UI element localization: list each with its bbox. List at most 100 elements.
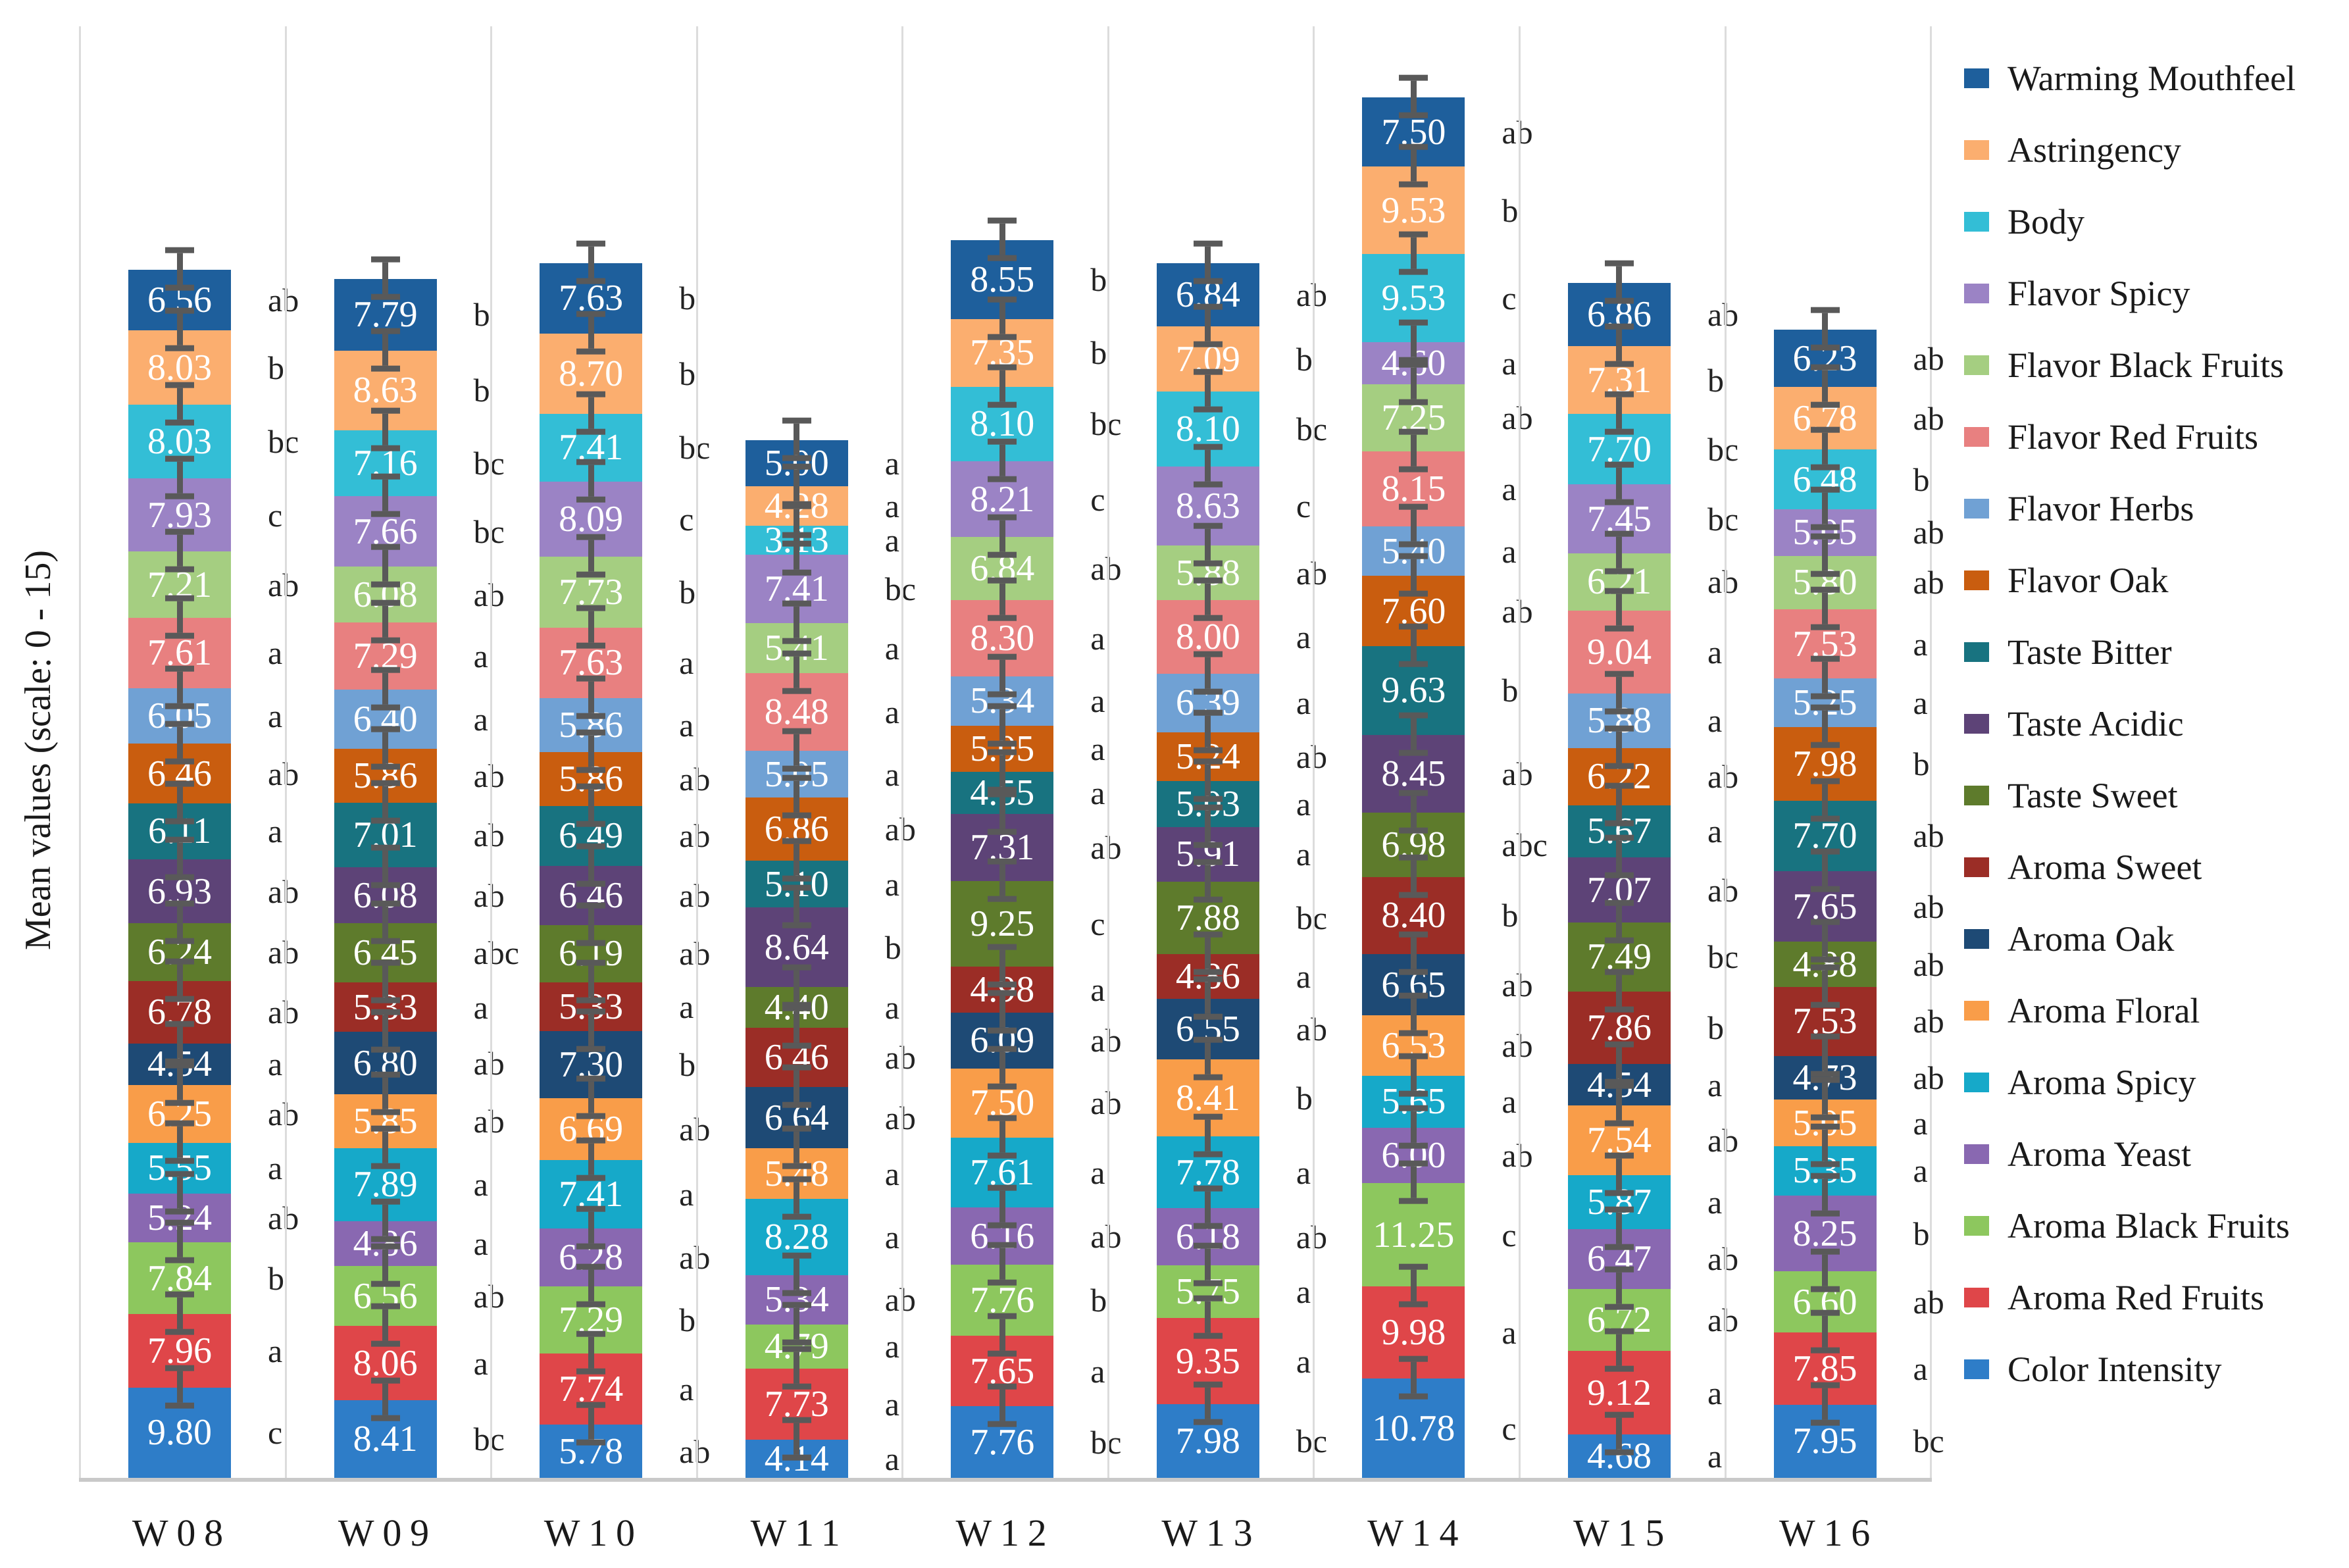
error-bar-stem xyxy=(588,1269,594,1302)
legend-item: Flavor Spicy xyxy=(1964,273,2296,314)
segment-value-label: 8.06 xyxy=(353,1342,418,1384)
error-bar xyxy=(370,256,400,300)
error-bar xyxy=(370,844,400,888)
error-bar-stem xyxy=(1205,449,1211,482)
error-bar-stem xyxy=(176,906,183,938)
error-bar xyxy=(165,665,194,709)
significance-letter: c xyxy=(1502,1409,1517,1447)
significance-letter: a xyxy=(1913,1350,1928,1387)
error-bar-cap xyxy=(576,1205,606,1212)
error-bar xyxy=(988,364,1017,408)
error-bar xyxy=(1810,533,1840,577)
significance-letter: b xyxy=(679,355,696,392)
significance-letter: a xyxy=(884,989,899,1026)
error-bar-stem xyxy=(588,735,594,767)
error-bar-stem xyxy=(1822,710,1828,742)
significance-letter: ab xyxy=(1913,817,1944,855)
error-bar-cap xyxy=(1193,368,1223,375)
significance-letter: a xyxy=(679,1175,694,1213)
error-bar-cap xyxy=(370,473,400,480)
error-bar-cap xyxy=(165,721,194,727)
error-bar-stem xyxy=(1205,937,1211,969)
error-bar-cap xyxy=(1399,623,1428,630)
significance-letter: a xyxy=(1707,1438,1723,1475)
error-bar xyxy=(165,836,194,880)
bar-segment: 8.64 b xyxy=(745,885,901,988)
segment-value-label: 8.03 xyxy=(147,347,212,388)
error-bar xyxy=(165,780,194,824)
error-bar-stem xyxy=(382,1383,389,1415)
segment-value-label: 9.80 xyxy=(147,1412,212,1454)
significance-letter: a xyxy=(268,697,283,734)
error-bar-cap xyxy=(1810,964,1840,971)
category-column-W10: 5.78 ab 7.74 a 7.29 b 6.28 ab 7.41 a 6.69 ab 7.30 b 5.… xyxy=(490,26,710,1478)
error-bar-cap xyxy=(1399,1393,1428,1400)
segment-value-label: 7.96 xyxy=(147,1330,212,1372)
segment-value-label: 9.12 xyxy=(1586,1372,1652,1413)
error-bar-cap xyxy=(165,938,194,944)
error-bar-stem xyxy=(794,971,800,1003)
bar-segment: 7.31 ab xyxy=(951,791,1121,882)
error-bar xyxy=(576,1402,606,1446)
error-bar-cap xyxy=(1399,503,1428,510)
error-bar-cap xyxy=(782,1252,811,1259)
significance-letter: ab xyxy=(268,1199,299,1236)
significance-letter: ab xyxy=(1707,563,1739,601)
error-bar-cap xyxy=(782,600,811,607)
error-bar-stem xyxy=(588,849,594,881)
error-bar xyxy=(370,726,400,770)
error-bar xyxy=(165,595,194,639)
error-bar-stem xyxy=(1205,764,1211,796)
significance-letter: bc xyxy=(473,1421,505,1458)
error-bar-stem xyxy=(1205,309,1211,341)
error-bar-cap xyxy=(1193,1223,1223,1230)
error-bar-stem xyxy=(1410,325,1417,357)
x-axis-label-W12: W12 xyxy=(955,1511,1055,1554)
significance-letter: ab xyxy=(473,576,505,613)
error-bar-cap xyxy=(1604,1190,1634,1196)
error-bar-stem xyxy=(382,966,389,998)
error-bar-cap xyxy=(165,874,194,880)
bar-segment: 9.12 a xyxy=(1567,1328,1722,1435)
legend-item: Warming Mouthfeel xyxy=(1964,58,2296,99)
significance-letter: bc xyxy=(884,570,916,608)
significance-letter: bc xyxy=(1090,1423,1122,1461)
significance-letter: c xyxy=(1090,480,1105,518)
legend-swatch-icon xyxy=(1964,642,1989,662)
bar-segment: 4.68 a xyxy=(1567,1412,1722,1478)
error-bar-cap xyxy=(782,1346,811,1352)
error-bar-cap xyxy=(988,990,1017,996)
error-bar-stem xyxy=(794,1352,800,1384)
error-bar xyxy=(782,1126,811,1170)
error-bar-cap xyxy=(165,818,194,824)
significance-letter: a xyxy=(473,988,488,1026)
error-bar-cap xyxy=(1193,303,1223,310)
significance-letter: ab xyxy=(679,760,711,797)
error-bar-cap xyxy=(988,1152,1017,1159)
error-bar-cap xyxy=(370,1125,400,1132)
segment-value-label: 10.78 xyxy=(1372,1407,1455,1449)
error-bar xyxy=(165,1062,194,1106)
error-bar-cap xyxy=(165,285,194,291)
error-bar-stem xyxy=(794,470,800,502)
segment-value-label: 8.09 xyxy=(559,498,624,540)
error-bar-cap xyxy=(370,599,400,606)
legend-label: Taste Bitter xyxy=(2008,632,2172,672)
error-bar xyxy=(1399,993,1428,1037)
error-bar-stem xyxy=(382,906,389,938)
significance-letter: b xyxy=(884,928,901,966)
error-bar xyxy=(370,1071,400,1115)
error-bar-stem xyxy=(1205,715,1211,747)
error-bar-cap xyxy=(1193,747,1223,753)
error-bar-stem xyxy=(1822,1255,1828,1287)
bar-segment: 7.65 ab xyxy=(1773,848,1944,942)
error-bar xyxy=(1193,1381,1223,1425)
error-bar xyxy=(988,791,1017,835)
error-bar-cap xyxy=(1193,976,1223,982)
error-bar xyxy=(1193,523,1223,567)
error-bar-cap xyxy=(782,569,811,576)
error-bar-cap xyxy=(988,896,1017,903)
error-bar-cap xyxy=(782,1417,811,1423)
significance-letter: ab xyxy=(679,1238,711,1276)
error-bar xyxy=(988,1185,1017,1229)
